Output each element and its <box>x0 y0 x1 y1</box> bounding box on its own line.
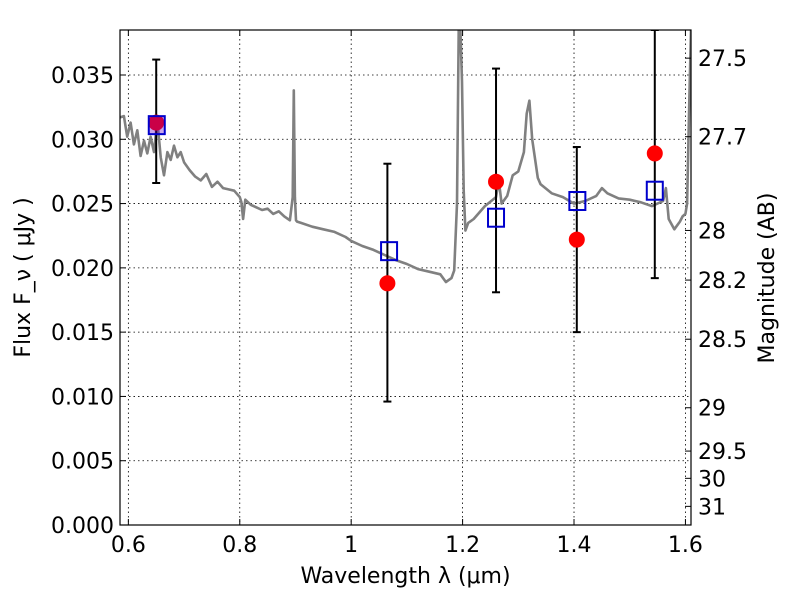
y-tick-label: 0.025 <box>51 193 114 218</box>
plot-area <box>120 30 691 403</box>
y2-axis-label: Magnitude (AB) <box>755 193 780 364</box>
model-point <box>147 115 166 136</box>
y-tick-label: 0.015 <box>51 321 114 346</box>
y2-tick-label: 31 <box>698 495 726 520</box>
x-tick-label: 1.2 <box>445 533 480 558</box>
y2-tick-label: 27.5 <box>698 47 747 72</box>
y2-tick-label: 28.2 <box>698 269 747 294</box>
y-tick-label: 0.035 <box>51 64 114 89</box>
observed-point <box>646 145 663 162</box>
grid <box>120 30 691 526</box>
y-tick-label: 0.010 <box>51 385 114 410</box>
x-tick-label: 0.8 <box>222 533 257 558</box>
y2-tick-label: 29 <box>698 397 726 422</box>
observed-point <box>379 275 396 292</box>
y2-tick-label: 29.5 <box>698 440 747 465</box>
x-tick-label: 1 <box>344 533 358 558</box>
x-tick-label: 1.4 <box>557 533 592 558</box>
model-point <box>380 241 399 262</box>
y-axis-label: Flux F_ν ( μJy ) <box>11 197 36 357</box>
x-tick-label: 1.6 <box>668 533 703 558</box>
y2-tick-label: 27.7 <box>698 126 747 151</box>
model-point <box>568 191 587 211</box>
x-axis-label: Wavelength λ (μm) <box>300 564 510 589</box>
y2-tick-label: 28 <box>698 219 726 244</box>
model-point <box>487 207 506 228</box>
y2-tick-label: 28.5 <box>698 328 747 353</box>
axis-ticks: 0.6 0.8 1 1.2 1.4 1.6 0.000 0.005 0.010 0.015 0.02… <box>51 30 747 558</box>
y-tick-label: 0.005 <box>51 450 114 475</box>
x-tick-label: 0.6 <box>111 533 146 558</box>
observed-point <box>568 231 585 248</box>
y2-tick-label: 30 <box>698 467 726 492</box>
spectrum-line <box>120 30 691 284</box>
y-tick-label: 0.020 <box>51 257 114 282</box>
y-tick-label: 0.030 <box>51 128 114 153</box>
observed-point <box>488 173 505 190</box>
y-tick-label: 0.000 <box>51 514 114 539</box>
model-point <box>645 180 664 201</box>
axes-frame <box>119 29 692 526</box>
